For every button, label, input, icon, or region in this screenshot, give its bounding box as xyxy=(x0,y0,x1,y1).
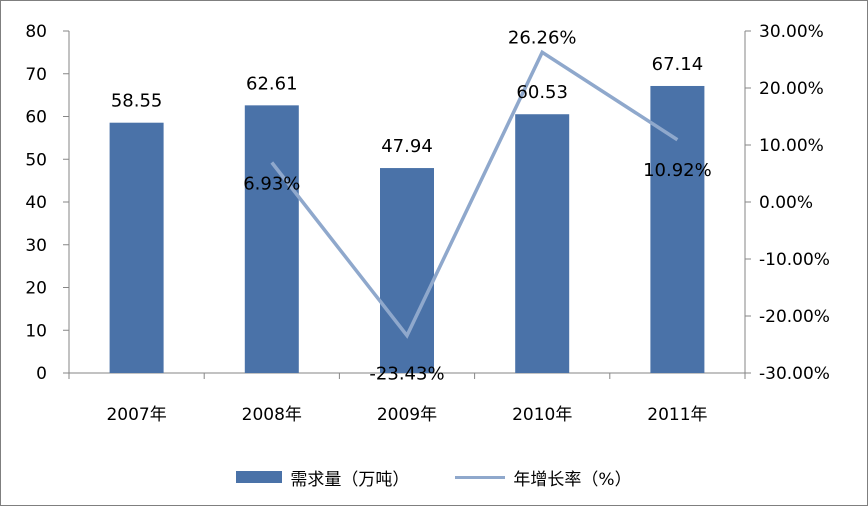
y-left-tick-label: 40 xyxy=(25,193,47,213)
x-tick-label: 2011年 xyxy=(647,405,707,425)
y-left-tick-label: 10 xyxy=(25,321,47,341)
legend-item-demand: 需求量（万吨） xyxy=(236,465,409,490)
bar-data-label: 60.53 xyxy=(516,82,568,103)
legend-swatch-line xyxy=(455,475,506,479)
legend-swatch-bar xyxy=(236,471,283,483)
y-right-tick-label: -30.00% xyxy=(759,364,830,384)
x-tick-label: 2009年 xyxy=(377,405,437,425)
growth-rate-line xyxy=(270,49,679,339)
line-data-label: 10.92% xyxy=(643,160,712,181)
y-right-tick-label: 30.00% xyxy=(759,22,824,42)
legend-label-demand: 需求量（万吨） xyxy=(290,469,410,490)
legend-item-growth: 年增长率（%） xyxy=(455,465,632,490)
bar xyxy=(244,105,299,373)
y-right-tick-label: 10.00% xyxy=(759,136,824,156)
y-right-tick-label: 20.00% xyxy=(759,79,824,99)
y-left-tick-label: 70 xyxy=(25,65,47,85)
bar xyxy=(650,85,705,373)
legend-label-growth: 年增长率（%） xyxy=(513,469,632,490)
x-tick-label: 2010年 xyxy=(512,405,572,425)
x-tick-label: 2008年 xyxy=(242,405,302,425)
line-data-label: 6.93% xyxy=(243,173,300,194)
y-left-tick-label: 60 xyxy=(25,108,47,128)
line-data-label: -23.43% xyxy=(369,364,444,385)
y-left-tick-label: 0 xyxy=(36,364,47,384)
x-tick-label: 2007年 xyxy=(106,405,166,425)
y-right-tick-label: -10.00% xyxy=(759,250,830,270)
bar-data-label: 67.14 xyxy=(652,54,704,75)
y-left-tick-label: 20 xyxy=(25,279,47,299)
bar-data-label: 58.55 xyxy=(111,91,163,112)
y-left-tick-label: 80 xyxy=(25,22,47,42)
bar-data-label: 62.61 xyxy=(246,73,298,94)
y-left-tick-label: 30 xyxy=(25,236,47,256)
bar-data-label: 47.94 xyxy=(381,136,433,157)
y-left-tick-label: 50 xyxy=(25,150,47,170)
bar xyxy=(109,122,164,373)
line-data-label: 26.26% xyxy=(508,27,577,48)
legend: 需求量（万吨） 年增长率（%） xyxy=(1,465,867,490)
y-right-tick-label: -20.00% xyxy=(759,307,830,327)
bar xyxy=(380,168,434,373)
bar xyxy=(515,114,570,373)
y-right-tick-label: 0.00% xyxy=(759,193,813,213)
